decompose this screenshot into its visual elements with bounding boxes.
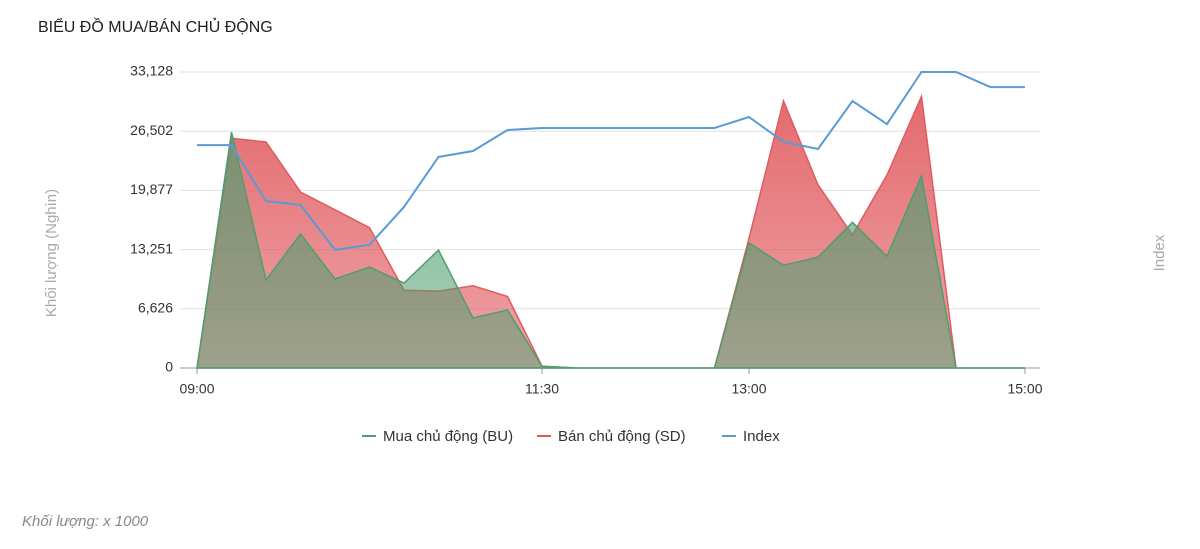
x-tick-label: 15:00 (1007, 381, 1042, 397)
y-tick-label: 19,877 (130, 181, 173, 197)
y-tick-label: 0 (165, 359, 173, 375)
y-tick-label: 26,502 (130, 122, 173, 138)
x-tick-label: 09:00 (179, 381, 214, 397)
line (197, 71, 1025, 251)
y-axis-label: Khối lượng (Nghìn) (43, 189, 60, 317)
legend-item[interactable]: Bán chủ động (SD) (537, 428, 686, 445)
legend-label: Index (743, 428, 780, 445)
chart-title: BIỂU ĐỒ MUA/BÁN CHỦ ĐỘNG (38, 17, 273, 36)
legend-label: Bán chủ động (SD) (558, 428, 686, 445)
x-tick-label: 11:30 (525, 381, 559, 397)
legend-label: Mua chủ động (BU) (383, 428, 513, 445)
y-tick-label: 33,128 (130, 63, 173, 79)
area (196, 131, 1025, 369)
footnote: Khối lượng: x 1000 (22, 513, 149, 530)
legend-item[interactable]: Mua chủ động (BU) (362, 428, 513, 445)
y2-axis-label: Index (1151, 234, 1168, 271)
legend-item[interactable]: Index (722, 428, 780, 445)
y-tick-label: 13,251 (130, 240, 173, 256)
y-tick-label: 6,626 (138, 299, 173, 315)
x-tick-label: 13:00 (731, 381, 766, 397)
